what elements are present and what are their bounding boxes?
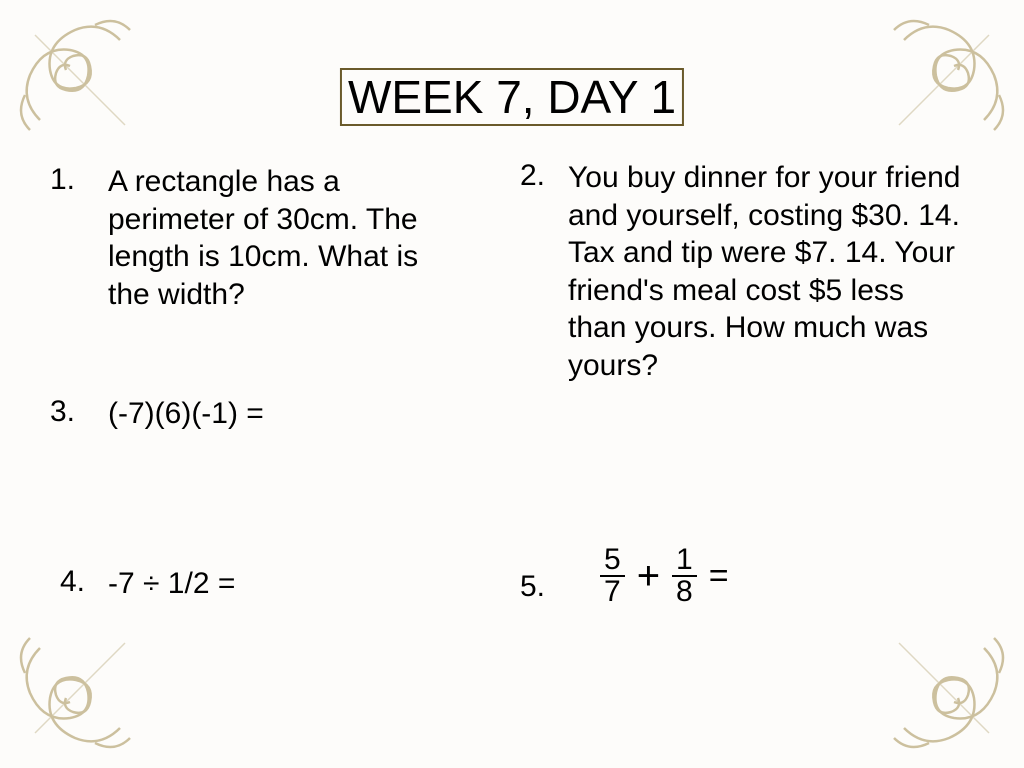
question-text: A rectangle has a perimeter of 30cm. The…: [108, 163, 468, 313]
numerator: 5: [600, 545, 625, 577]
worksheet-page: WEEK 7, DAY 1 1. A rectangle has a perim…: [0, 0, 1024, 768]
question-text: -7 ÷ 1/2 =: [108, 565, 468, 603]
numerator: 1: [672, 545, 697, 577]
plus-operator: +: [637, 551, 660, 601]
question-number: 4.: [60, 565, 85, 599]
question-text: You buy dinner for your friend and yours…: [568, 159, 968, 384]
denominator: 7: [600, 577, 625, 607]
fraction: 1 8: [672, 545, 697, 607]
equals-sign: =: [709, 555, 729, 598]
question-text: (-7)(6)(-1) =: [108, 395, 468, 433]
question-number: 3.: [50, 395, 75, 429]
denominator: 8: [672, 577, 697, 607]
question-number: 1.: [50, 163, 75, 197]
question-number: 5.: [520, 570, 545, 604]
corner-ornament-icon: [874, 10, 1014, 150]
page-title: WEEK 7, DAY 1: [340, 68, 684, 126]
questions-area: 1. A rectangle has a perimeter of 30cm. …: [60, 155, 964, 708]
question-expression: 5 7 + 1 8 =: [600, 545, 729, 607]
fraction: 5 7: [600, 545, 625, 607]
corner-ornament-icon: [10, 10, 150, 150]
question-number: 2.: [520, 159, 545, 193]
